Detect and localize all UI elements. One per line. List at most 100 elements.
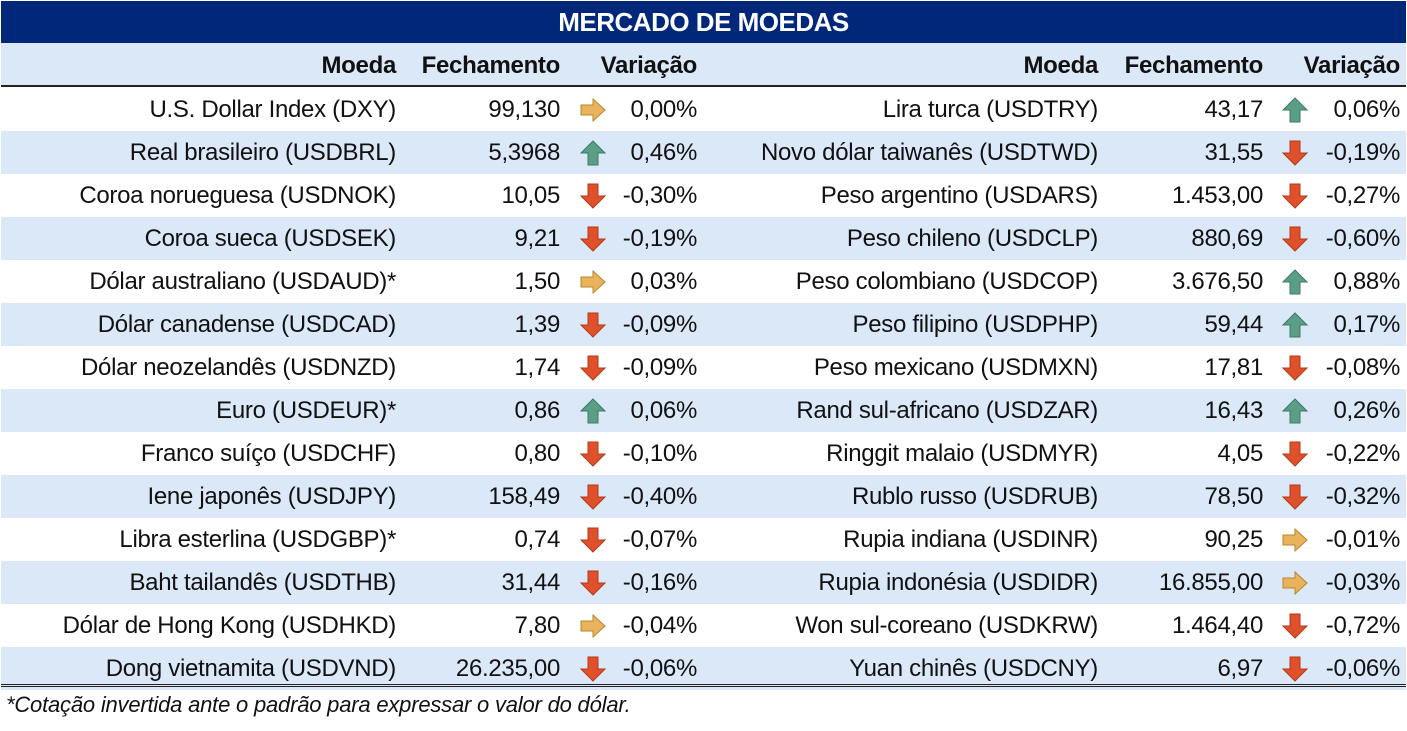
currency-name: Dong vietnamita (USDVND) (105, 655, 397, 682)
currency-table-body: U.S. Dollar Index (DXY) 99,130 0,00% Lira t… (1, 88, 1406, 690)
currency-name: Rand sul-africano (USDZAR) (796, 397, 1098, 424)
arrow-up-icon (579, 140, 607, 166)
change-percent: -0,06% (1325, 655, 1401, 682)
closing-value: 26.235,00 (455, 655, 560, 682)
table-row: Coroa sueca (USDSEK) 9,21 -0,19% Peso chile… (1, 217, 1406, 260)
closing-value: 16.855,00 (1158, 569, 1263, 596)
arrow-down-icon (1281, 441, 1309, 467)
closing-value: 1.464,40 (1171, 612, 1263, 639)
currency-name: Dólar neozelandês (USDNZD) (81, 354, 396, 381)
closing-value: 6,97 (1217, 655, 1263, 682)
currency-name: Won sul-coreano (USDKRW) (795, 612, 1098, 639)
closing-value: 158,49 (488, 483, 560, 510)
currency-name: Rupia indiana (USDINR) (843, 526, 1098, 553)
change-percent: 0,88% (1333, 268, 1400, 295)
table-row: Dólar australiano (USDAUD)* 1,50 0,03% Peso… (1, 260, 1406, 303)
currency-name: Peso mexicano (USDMXN) (813, 354, 1098, 381)
change-percent: -0,06% (622, 655, 698, 682)
table-row: Iene japonês (USDJPY) 158,49 -0,40% Rublo r… (1, 475, 1406, 518)
closing-value: 1,39 (514, 311, 560, 338)
currency-name: Coroa norueguesa (USDNOK) (79, 182, 396, 209)
table-row: U.S. Dollar Index (DXY) 99,130 0,00% Lira t… (1, 88, 1406, 131)
arrow-down-icon (579, 484, 607, 510)
arrow-down-icon (579, 183, 607, 209)
currency-name: Euro (USDEUR)* (216, 397, 396, 424)
table-row: Dólar de Hong Kong (USDHKD) 7,80 -0,04% Won… (1, 604, 1406, 647)
table-row: Dólar canadense (USDCAD) 1,39 -0,09% Peso f… (1, 303, 1406, 346)
change-percent: -0,08% (1325, 354, 1401, 381)
change-percent: -0,03% (1325, 569, 1401, 596)
currency-name: Peso colombiano (USDCOP) (795, 268, 1099, 295)
change-percent: 0,06% (1333, 96, 1400, 123)
header-change-left: Variação (600, 52, 698, 79)
header-close-right: Fechamento (1124, 52, 1264, 79)
arrow-up-icon (1281, 312, 1309, 338)
table-bottom-rule (1, 684, 1406, 687)
closing-value: 1,50 (514, 268, 560, 295)
change-percent: 0,03% (630, 268, 697, 295)
currency-name: Dólar de Hong Kong (USDHKD) (62, 612, 397, 639)
closing-value: 10,05 (501, 182, 560, 209)
change-percent: -0,19% (1325, 139, 1401, 166)
currency-name: Rublo russo (USDRUB) (851, 483, 1098, 510)
table-row: Dong vietnamita (USDVND) 26.235,00 -0,06% Y… (1, 647, 1406, 690)
closing-value: 31,44 (501, 569, 560, 596)
currency-name: Real brasileiro (USDBRL) (129, 139, 397, 166)
arrow-up-icon (1281, 97, 1309, 123)
closing-value: 43,17 (1204, 96, 1263, 123)
currency-name: Iene japonês (USDJPY) (147, 483, 397, 510)
change-percent: -0,30% (622, 182, 698, 209)
arrow-down-icon (579, 656, 607, 682)
change-percent: -0,01% (1325, 526, 1401, 553)
change-percent: -0,72% (1325, 612, 1401, 639)
closing-value: 0,80 (514, 440, 560, 467)
currency-name: Novo dólar taiwanês (USDTWD) (760, 139, 1098, 166)
change-percent: -0,27% (1325, 182, 1401, 209)
table-row: Baht tailandês (USDTHB) 31,44 -0,16% Rupia … (1, 561, 1406, 604)
header-close-left: Fechamento (421, 52, 561, 79)
header-currency-left: Moeda (321, 52, 396, 79)
change-percent: -0,22% (1325, 440, 1401, 467)
arrow-right-icon (1282, 570, 1308, 596)
currency-name: Baht tailandês (USDTHB) (129, 569, 396, 596)
table-row: Libra esterlina (USDGBP)* 0,74 -0,07% Rupia… (1, 518, 1406, 561)
currency-name: Franco suíço (USDCHF) (140, 440, 396, 467)
currency-name: Peso filipino (USDPHP) (852, 311, 1099, 338)
arrow-up-icon (1281, 398, 1309, 424)
currency-name: Peso chileno (USDCLP) (846, 225, 1098, 252)
table-title: MERCADO DE MOEDAS (1, 1, 1406, 43)
arrow-down-icon (579, 570, 607, 596)
currency-name: Lira turca (USDTRY) (882, 96, 1099, 123)
change-percent: -0,09% (622, 311, 698, 338)
arrow-right-icon (580, 97, 606, 123)
currency-name: Dólar australiano (USDAUD)* (89, 268, 396, 295)
arrow-right-icon (1282, 527, 1308, 553)
arrow-right-icon (580, 613, 606, 639)
footnote: *Cotação invertida ante o padrão para ex… (6, 692, 631, 717)
currency-name: Yuan chinês (USDCNY) (849, 655, 1098, 682)
closing-value: 0,74 (514, 526, 560, 553)
arrow-down-icon (1281, 484, 1309, 510)
closing-value: 90,25 (1204, 526, 1263, 553)
change-percent: -0,32% (1325, 483, 1401, 510)
arrow-down-icon (1281, 183, 1309, 209)
change-percent: -0,07% (622, 526, 698, 553)
closing-value: 31,55 (1204, 139, 1263, 166)
closing-value: 59,44 (1204, 311, 1263, 338)
table-header: Moeda Fechamento Variação Moeda Fechamen… (1, 43, 1406, 87)
arrow-down-icon (1281, 656, 1309, 682)
header-currency-right: Moeda (1023, 52, 1098, 79)
change-percent: -0,04% (622, 612, 698, 639)
arrow-up-icon (1281, 269, 1309, 295)
closing-value: 99,130 (488, 96, 560, 123)
change-percent: 0,06% (630, 397, 697, 424)
change-percent: -0,19% (622, 225, 698, 252)
table-row: Coroa norueguesa (USDNOK) 10,05 -0,30% Peso… (1, 174, 1406, 217)
arrow-down-icon (1281, 613, 1309, 639)
currency-name: Peso argentino (USDARS) (820, 182, 1099, 209)
currency-name: Coroa sueca (USDSEK) (144, 225, 397, 252)
arrow-down-icon (1281, 226, 1309, 252)
table-row: Franco suíço (USDCHF) 0,80 -0,10% Ringgit m… (1, 432, 1406, 475)
closing-value: 1.453,00 (1171, 182, 1263, 209)
change-percent: 0,26% (1333, 397, 1400, 424)
